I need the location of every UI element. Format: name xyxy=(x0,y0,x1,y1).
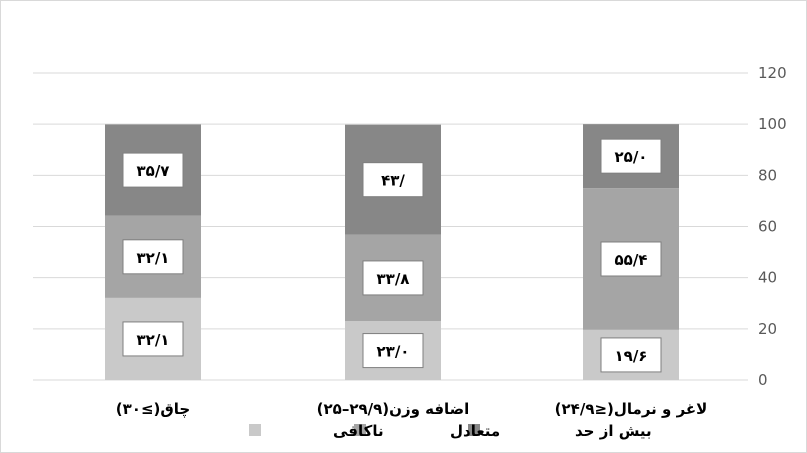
data-label-box xyxy=(600,337,662,373)
y-tick-label: 100 xyxy=(758,115,787,133)
data-label: ۳۲/۱ xyxy=(137,331,170,349)
data-label-box xyxy=(362,260,424,296)
data-label: ۲۵/۰ xyxy=(615,148,648,166)
y-tick-label: 120 xyxy=(758,64,787,82)
legend-label: ناکافی xyxy=(333,422,384,440)
y-tick-label: 80 xyxy=(758,166,777,184)
y-tick-label: 0 xyxy=(758,371,768,389)
data-label: ۲۳/۰ xyxy=(377,343,410,361)
data-label: ۳۳/۸ xyxy=(377,270,410,288)
data-label-box xyxy=(122,152,184,188)
legend-swatch xyxy=(354,424,366,436)
data-label: ۳۲/۱ xyxy=(137,249,170,267)
x-category-label: چاق(≥۳۰) xyxy=(116,400,190,419)
y-tick-label: 20 xyxy=(758,320,777,338)
x-category-label: اضافه وزن(۲۹/۹–۲۵) xyxy=(317,400,470,418)
x-category-label: لاغر و نرمال(≤۲۴/۹) xyxy=(555,400,708,418)
data-label-box xyxy=(122,321,184,357)
data-label: ۵۵/۴ xyxy=(615,251,648,269)
legend-swatch xyxy=(249,424,261,436)
data-label-box xyxy=(362,162,424,198)
legend-label: بیش از حد xyxy=(575,422,652,440)
data-label: ۴۳/ xyxy=(381,172,405,190)
data-label-box xyxy=(122,239,184,275)
legend-label: متعادل xyxy=(450,422,500,440)
y-tick-label: 40 xyxy=(758,269,777,287)
data-label: ۱۹/۶ xyxy=(615,347,648,365)
data-label: ۳۵/۷ xyxy=(137,162,170,180)
data-label-box xyxy=(600,138,662,174)
y-tick-label: 60 xyxy=(758,218,777,236)
legend-swatch xyxy=(468,424,480,436)
data-label-box xyxy=(362,333,424,369)
data-label-box xyxy=(600,241,662,277)
